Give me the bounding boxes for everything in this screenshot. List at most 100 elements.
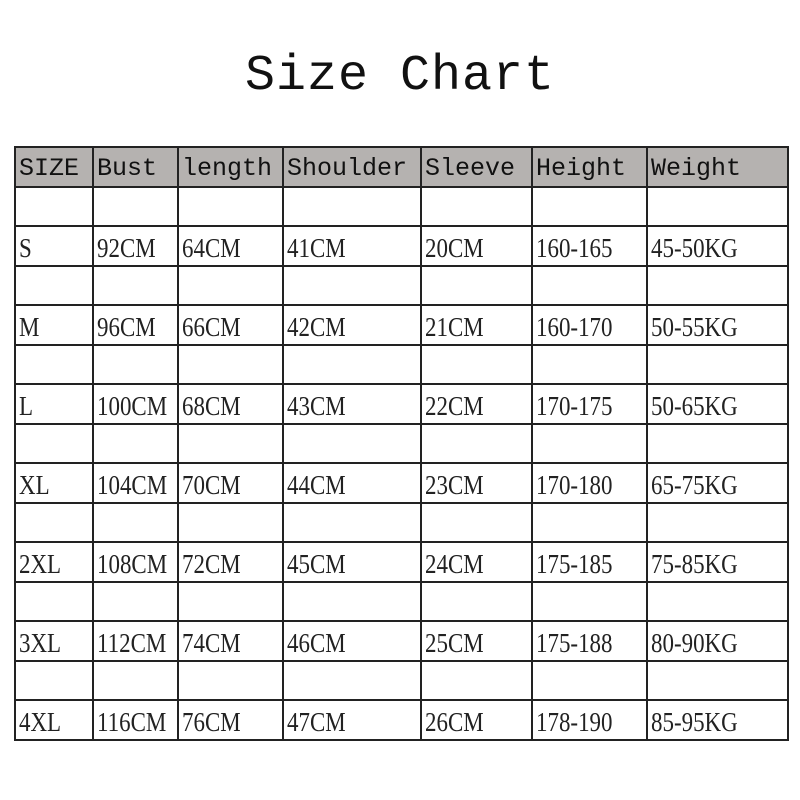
table-cell: 160-170: [531, 304, 648, 346]
table-cell-text: 24CM: [425, 548, 484, 579]
table-cell-text: 116CM: [97, 706, 167, 737]
table-cell-text: 80-90KG: [651, 627, 738, 658]
table-cell: 80-90KG: [646, 620, 789, 662]
empty-cell: [177, 264, 284, 306]
table-cell-text: 112CM: [97, 627, 167, 658]
table-cell-text: 45-50KG: [651, 232, 738, 263]
table-cell: 66CM: [177, 304, 284, 346]
empty-cell: [420, 343, 533, 385]
empty-cell: [646, 264, 789, 306]
table-cell-text: 68CM: [182, 390, 241, 421]
table-cell-text: 2XL: [19, 548, 62, 579]
empty-cell: [646, 501, 789, 543]
table-cell-text: 50-65KG: [651, 390, 738, 421]
table-row: 3XL 112CM 74CM 46CM 25CM 175-188 80-90KG: [14, 620, 789, 662]
table-cell: 170-175: [531, 383, 648, 425]
table-cell-text: 76CM: [182, 706, 241, 737]
blank-row: [14, 580, 789, 622]
empty-cell: [14, 264, 94, 306]
table-cell-text: 175-185: [536, 548, 613, 579]
empty-cell: [92, 422, 179, 464]
table-cell: XL: [14, 462, 94, 504]
empty-cell: [92, 343, 179, 385]
empty-cell: [646, 659, 789, 701]
table-cell: 43CM: [282, 383, 422, 425]
table-cell-text: 170-180: [536, 469, 613, 500]
empty-cell: [177, 659, 284, 701]
table-cell-text: 85-95KG: [651, 706, 738, 737]
empty-cell: [282, 422, 422, 464]
table-cell-text: L: [19, 390, 34, 421]
table-cell: 70CM: [177, 462, 284, 504]
table-cell: 175-185: [531, 541, 648, 583]
empty-cell: [531, 580, 648, 622]
table-cell: 175-188: [531, 620, 648, 662]
table-cell: 4XL: [14, 699, 94, 741]
header-cell: Shoulder: [282, 146, 422, 188]
table-cell-text: 25CM: [425, 627, 484, 658]
empty-cell: [14, 501, 94, 543]
empty-cell: [177, 580, 284, 622]
empty-cell: [282, 580, 422, 622]
header-row: SIZE Bust length Shoulder Sleeve Height Weight: [14, 146, 789, 188]
blank-row: [14, 422, 789, 464]
empty-cell: [177, 185, 284, 227]
table-cell-text: 100CM: [97, 390, 168, 421]
table-cell-text: 45CM: [287, 548, 346, 579]
table-cell: 116CM: [92, 699, 179, 741]
table-cell: 45-50KG: [646, 225, 789, 267]
empty-cell: [177, 343, 284, 385]
empty-cell: [531, 422, 648, 464]
table-cell: 26CM: [420, 699, 533, 741]
table-cell: 25CM: [420, 620, 533, 662]
table-cell: M: [14, 304, 94, 346]
empty-cell: [531, 501, 648, 543]
table-row: M 96CM 66CM 42CM 21CM 160-170 50-55KG: [14, 304, 789, 346]
table-cell: 2XL: [14, 541, 94, 583]
table-cell-text: 4XL: [19, 706, 62, 737]
header-cell-text: Sleeve: [425, 153, 516, 183]
table-cell-text: 74CM: [182, 627, 241, 658]
table-cell: 3XL: [14, 620, 94, 662]
empty-cell: [420, 580, 533, 622]
table-cell: 46CM: [282, 620, 422, 662]
table-cell-text: 26CM: [425, 706, 484, 737]
page-title: Size Chart: [244, 48, 556, 105]
table-cell: 44CM: [282, 462, 422, 504]
empty-cell: [177, 422, 284, 464]
table-cell: 160-165: [531, 225, 648, 267]
table-cell-text: 92CM: [97, 232, 156, 263]
header-cell-text: SIZE: [19, 153, 80, 183]
empty-cell: [92, 659, 179, 701]
empty-cell: [282, 264, 422, 306]
empty-cell: [282, 501, 422, 543]
header-cell-text: Height: [536, 153, 627, 183]
table-cell: 76CM: [177, 699, 284, 741]
table-cell-text: 21CM: [425, 311, 484, 342]
empty-cell: [14, 422, 94, 464]
table-cell-text: 44CM: [287, 469, 346, 500]
table-cell-text: 42CM: [287, 311, 346, 342]
header-cell: Bust: [92, 146, 179, 188]
table-cell-text: 23CM: [425, 469, 484, 500]
blank-row: [14, 185, 789, 227]
empty-cell: [531, 659, 648, 701]
table-cell: 50-55KG: [646, 304, 789, 346]
table-cell: 74CM: [177, 620, 284, 662]
table-cell: 24CM: [420, 541, 533, 583]
empty-cell: [420, 185, 533, 227]
table-cell: 23CM: [420, 462, 533, 504]
table-cell: 92CM: [92, 225, 179, 267]
table-cell: 85-95KG: [646, 699, 789, 741]
empty-cell: [177, 501, 284, 543]
table-cell-text: S: [19, 232, 32, 263]
table-cell: 45CM: [282, 541, 422, 583]
header-cell-text: Shoulder: [287, 153, 408, 183]
table-cell: 50-65KG: [646, 383, 789, 425]
table-cell-text: 178-190: [536, 706, 613, 737]
table-cell: L: [14, 383, 94, 425]
table-cell-text: 3XL: [19, 627, 62, 658]
table-cell: 22CM: [420, 383, 533, 425]
table-cell: 108CM: [92, 541, 179, 583]
empty-cell: [646, 422, 789, 464]
